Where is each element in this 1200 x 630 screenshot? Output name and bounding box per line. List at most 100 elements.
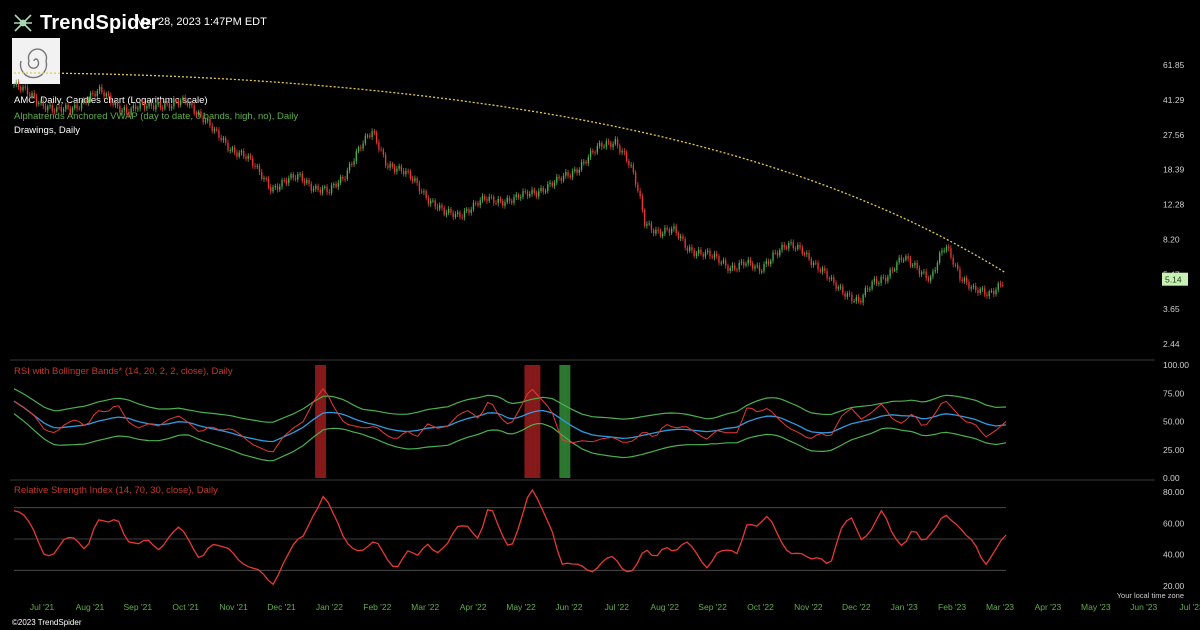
candle-body xyxy=(925,271,927,279)
candle-body xyxy=(740,261,743,263)
candle-body xyxy=(348,163,351,171)
candle-body xyxy=(69,108,71,113)
candle-body xyxy=(821,268,824,272)
candle-body xyxy=(718,256,720,263)
brand-name: TrendSpider xyxy=(40,11,159,34)
candle-body xyxy=(713,253,716,258)
candle-body xyxy=(860,300,862,303)
candle-body xyxy=(414,178,416,181)
candle-body xyxy=(966,278,968,283)
candle-body xyxy=(164,103,166,109)
candle-body xyxy=(709,250,711,257)
candle-body xyxy=(67,104,69,109)
rsi-line-path xyxy=(13,488,1007,586)
candle-body xyxy=(186,101,189,106)
candle-body xyxy=(972,285,975,288)
candle-body xyxy=(767,261,770,265)
candle-body xyxy=(619,145,621,153)
candle-body xyxy=(889,269,891,277)
candle-body xyxy=(508,197,511,201)
candle-body xyxy=(765,261,767,264)
candle-body xyxy=(317,185,319,190)
candle-body xyxy=(285,180,288,184)
vwap-legend[interactable]: Alphatrends Anchored VWAP (day to date, … xyxy=(14,111,299,122)
candle-body xyxy=(276,185,279,190)
candle-body xyxy=(288,178,290,184)
candle-body xyxy=(373,131,376,133)
candle-body xyxy=(932,271,934,277)
candle-body xyxy=(326,186,328,193)
x-tick-label: May '22 xyxy=(506,602,536,612)
candle-body xyxy=(299,173,301,175)
candle-body xyxy=(420,191,423,193)
candle-body xyxy=(297,174,299,180)
candle-body xyxy=(952,257,954,265)
candle-body xyxy=(71,108,74,113)
candle-body xyxy=(866,288,869,290)
signal-band xyxy=(315,365,322,478)
candle-body xyxy=(189,103,191,106)
candle-body xyxy=(689,247,691,251)
candle-body xyxy=(988,291,990,297)
candle-body xyxy=(632,165,635,173)
candle-body xyxy=(216,129,218,131)
candle-body xyxy=(549,182,551,185)
candle-body xyxy=(369,135,371,138)
candle-body xyxy=(497,198,499,204)
candle-body xyxy=(51,105,53,111)
candle-body xyxy=(999,283,1002,285)
drawings-legend[interactable]: Drawings, Daily xyxy=(14,125,80,136)
candle-body xyxy=(472,202,475,210)
candle-body xyxy=(38,102,40,104)
candle-body xyxy=(920,272,923,275)
x-tick-label: Feb '23 xyxy=(938,602,966,612)
candle-body xyxy=(166,103,168,105)
candle-body xyxy=(481,195,484,201)
candle-body xyxy=(238,152,240,157)
x-tick-label: Dec '21 xyxy=(267,602,296,612)
candle-body xyxy=(85,99,87,103)
price-tick-label: 41.29 xyxy=(1163,95,1185,105)
candle-body xyxy=(670,228,673,233)
candle-body xyxy=(693,250,695,256)
swirl-icon xyxy=(19,48,48,79)
candle-body xyxy=(468,209,470,213)
signal-band xyxy=(529,365,536,478)
candle-body xyxy=(553,182,556,186)
timezone-label[interactable]: Your local time zone xyxy=(1116,591,1184,600)
resistance-trendline[interactable] xyxy=(14,72,1007,274)
candle-body xyxy=(716,253,718,257)
rsi-tick-label: 40.00 xyxy=(1163,550,1185,560)
candle-body xyxy=(810,259,812,266)
candle-body xyxy=(720,262,722,264)
candle-body xyxy=(826,270,828,279)
candle-body xyxy=(666,227,668,230)
candle-body xyxy=(92,93,94,95)
candle-body xyxy=(668,229,671,233)
candle-body xyxy=(824,268,826,271)
candle-body xyxy=(150,102,153,106)
candle-body xyxy=(470,209,472,213)
candle-body xyxy=(506,197,508,203)
candle-body xyxy=(146,106,148,109)
candle-body xyxy=(315,185,317,189)
bb-lower-band xyxy=(13,413,1007,462)
candle-body xyxy=(15,82,17,86)
rsi-legend[interactable]: Relative Strength Index (14, 70, 30, clo… xyxy=(14,485,218,496)
candle-body xyxy=(283,179,285,181)
candle-body xyxy=(484,195,486,200)
candle-body xyxy=(321,187,324,193)
candle-body xyxy=(979,288,981,294)
candle-body xyxy=(409,171,412,179)
candle-body xyxy=(265,178,267,180)
rsi-axis: 80.00 60.00 40.00 20.00 xyxy=(1163,487,1185,591)
candle-body xyxy=(954,264,957,266)
candle-body xyxy=(193,105,195,114)
candle-body xyxy=(130,108,132,115)
candle-body xyxy=(290,174,292,179)
rsi-bb-legend[interactable]: RSI with Bollinger Bands* (14, 20, 2, 2,… xyxy=(14,366,233,377)
candle-body xyxy=(963,278,966,282)
candles xyxy=(13,79,1004,306)
candle-body xyxy=(939,252,941,263)
